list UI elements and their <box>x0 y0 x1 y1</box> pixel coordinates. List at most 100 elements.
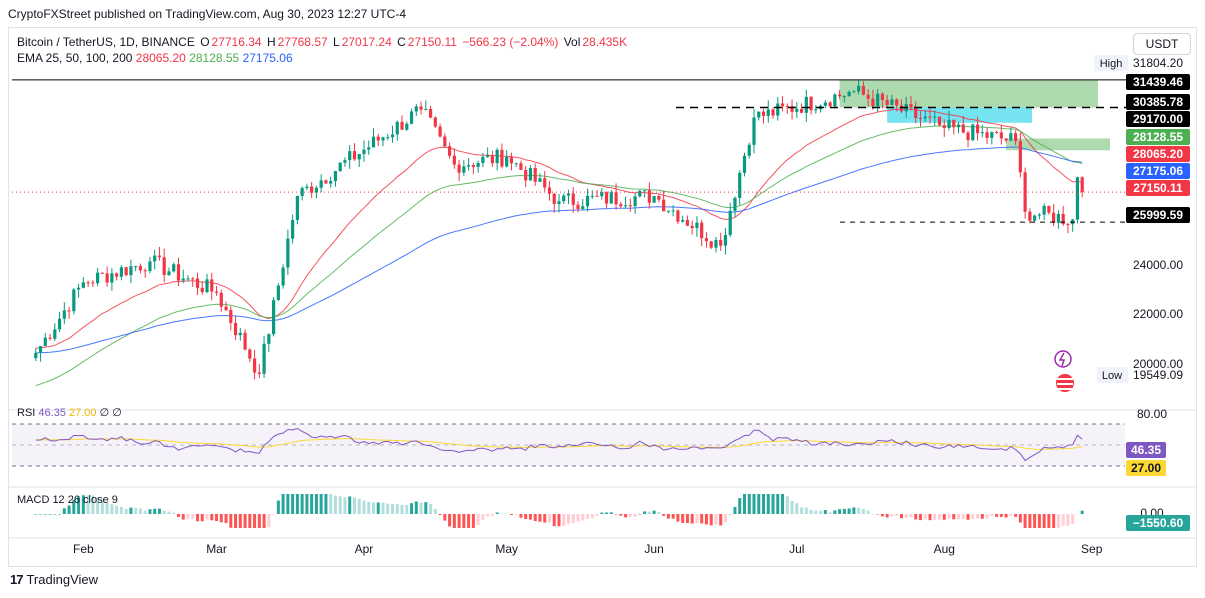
price-tick: 22000.00 <box>1133 307 1183 321</box>
candle-body <box>914 107 918 118</box>
currency-button[interactable]: USDT <box>1133 33 1191 55</box>
candle-body <box>814 109 818 111</box>
macd-bar <box>433 509 437 514</box>
candle-body <box>153 255 157 262</box>
macd-bar <box>467 514 471 528</box>
macd-bar <box>942 514 946 520</box>
candle-body <box>704 238 709 242</box>
macd-bar <box>486 514 490 517</box>
candle-body <box>424 108 428 110</box>
candle-body <box>471 165 475 167</box>
candle-body <box>652 196 656 203</box>
candle-body <box>272 300 276 335</box>
macd-legend[interactable]: MACD 12 26 close 9 <box>17 494 118 506</box>
candle-body <box>210 279 214 292</box>
price-badge: 25999.59 <box>1133 208 1183 222</box>
symbol-legend[interactable]: Bitcoin / TetherUS, 1D, BINANCE O 27716.3… <box>17 35 629 49</box>
macd-bar <box>823 509 827 514</box>
candle-body <box>890 99 894 105</box>
macd-bar <box>999 514 1003 517</box>
candle-body <box>167 271 171 276</box>
price-badge-bg <box>1126 207 1190 223</box>
candle-body <box>338 162 342 172</box>
candle-body <box>524 169 528 181</box>
candle-body <box>267 334 271 344</box>
candle-body <box>709 241 713 248</box>
candle-body <box>923 116 927 119</box>
publish-info: CryptoFXStreet published on TradingView.… <box>8 7 407 21</box>
candle-body <box>105 273 109 283</box>
candle-body <box>809 96 813 111</box>
macd-bar <box>519 514 523 518</box>
macd-bar <box>1042 514 1046 528</box>
candle-body <box>476 162 480 167</box>
candle-body <box>885 99 889 105</box>
macd-bar <box>410 503 414 514</box>
ema-label[interactable]: EMA 25, 50, 100, 200 <box>17 51 133 65</box>
candle-body <box>595 195 599 197</box>
macd-bar <box>100 499 104 514</box>
candle-body <box>1028 211 1032 221</box>
macd-bar <box>338 496 342 514</box>
candle-body <box>847 91 851 97</box>
candle-body <box>681 219 685 222</box>
ema25-value: 28065.20 <box>135 51 186 65</box>
candle-body <box>200 287 204 293</box>
candle-body <box>752 117 756 145</box>
candle-body <box>386 137 390 139</box>
candle-body <box>81 282 85 288</box>
candle-body <box>238 332 242 336</box>
macd-bar <box>91 495 95 514</box>
rsi-legend[interactable]: RSI 46.35 27.00 ∅ ∅ <box>17 406 122 419</box>
macd-bar <box>1014 514 1018 517</box>
candle-body <box>91 282 95 284</box>
macd-bar <box>647 511 651 514</box>
macd-bar <box>414 501 418 514</box>
macd-bar <box>628 514 632 517</box>
macd-bar <box>695 514 699 524</box>
candle-body <box>333 171 338 182</box>
candle-body <box>790 106 794 112</box>
macd-bar <box>567 514 570 524</box>
macd-bar <box>928 514 932 521</box>
tradingview-logo[interactable]: 17 TradingView <box>10 572 98 587</box>
candle-body <box>443 136 447 147</box>
macd-bar <box>833 510 837 514</box>
symbol-title[interactable]: Bitcoin / TetherUS, 1D, BINANCE <box>17 35 195 49</box>
candle-body <box>742 155 747 173</box>
rsi-badge-value: 46.35 <box>1131 443 1161 457</box>
candle-body <box>947 119 951 128</box>
candle-body <box>690 225 694 229</box>
candle-body <box>999 132 1003 139</box>
rsi-legend-value: 46.35 <box>38 407 66 419</box>
macd-bar <box>205 514 209 520</box>
macd-bar <box>191 514 195 519</box>
candle-body <box>547 187 552 194</box>
candle-body <box>1066 224 1070 226</box>
candle-body <box>390 134 395 138</box>
macd-bar <box>105 503 109 514</box>
candle-body <box>942 125 946 128</box>
ema-legend[interactable]: EMA 25, 50, 100, 200 28065.20 28128.55 2… <box>17 51 293 65</box>
macd-bar <box>319 494 323 514</box>
macd-bar <box>543 514 547 523</box>
macd-bar <box>234 514 238 528</box>
candle-body <box>971 124 975 141</box>
macd-bar <box>690 514 694 524</box>
macd-bar <box>766 494 770 514</box>
macd-bar <box>329 494 333 514</box>
macd-bar <box>481 514 485 520</box>
time-tick: Apr <box>355 542 374 556</box>
candle-body <box>57 318 62 330</box>
candle-body <box>714 239 718 248</box>
candle-body <box>880 93 885 100</box>
price-badge: 29170.00 <box>1133 112 1183 126</box>
macd-bar <box>457 514 461 528</box>
candle-body <box>719 239 723 246</box>
candle-body <box>1004 138 1008 141</box>
candle-body <box>195 278 200 288</box>
macd-bar <box>590 514 594 519</box>
macd-bar <box>438 514 442 516</box>
candle-body <box>723 234 728 246</box>
